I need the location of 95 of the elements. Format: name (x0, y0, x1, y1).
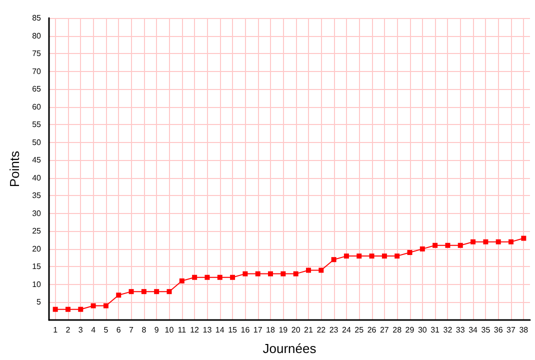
point (407, 250, 412, 255)
x-tick-label: 5 (104, 326, 109, 334)
y-tick-label: 40 (32, 173, 42, 182)
x-tick-label: 24 (342, 326, 352, 334)
point (331, 257, 336, 262)
x-tick-label: 38 (519, 326, 529, 334)
point (255, 271, 260, 276)
x-tick-label: 2 (66, 326, 71, 334)
y-tick-label: 60 (32, 102, 42, 112)
x-tick-label: 21 (304, 326, 314, 334)
x-tick-label: 12 (190, 326, 200, 334)
y-tick-label: 80 (32, 31, 42, 40)
point (179, 278, 184, 284)
point (344, 254, 349, 259)
x-tick-label: 20 (291, 326, 301, 334)
x-tick-label: 19 (278, 326, 288, 334)
point (90, 303, 96, 308)
point (432, 242, 438, 248)
point (458, 242, 463, 248)
point (268, 271, 274, 276)
x-tick-label: 31 (430, 326, 440, 334)
x-axis-title: Journées (262, 341, 317, 356)
x-tick-label: 36 (494, 326, 504, 334)
x-tick-label: 14 (215, 326, 225, 334)
x-tick-label: 10 (164, 326, 174, 334)
y-tick-label: 85 (32, 14, 42, 22)
x-tick-label: 7 (129, 326, 134, 334)
x-tick-label: 11 (178, 326, 187, 334)
point (280, 271, 286, 276)
x-tick-label: 35 (481, 326, 491, 334)
point (128, 289, 134, 294)
x-tick-label: 25 (354, 326, 364, 334)
x-tick-label: 6 (116, 326, 122, 334)
y-tick-label: 70 (32, 66, 42, 76)
x-tick-label: 28 (392, 326, 402, 334)
y-tick-label: 35 (32, 191, 42, 200)
point (483, 239, 488, 244)
point (394, 254, 400, 259)
point (242, 271, 248, 276)
y-tick-label: 10 (32, 280, 42, 289)
point (154, 289, 160, 294)
point (141, 289, 146, 294)
point (78, 306, 84, 312)
y-tick-label: 25 (32, 226, 42, 236)
point (217, 274, 222, 280)
point (369, 254, 374, 259)
x-tick-label: 3 (78, 326, 84, 334)
x-tick-label: 4 (91, 326, 96, 334)
y-tick-label: 55 (32, 120, 42, 130)
point (65, 306, 70, 312)
point (166, 289, 172, 294)
point (420, 246, 425, 252)
y-tick-label: 50 (32, 138, 42, 147)
x-tick-label: 1 (53, 326, 58, 334)
point (318, 268, 324, 273)
point (496, 239, 501, 244)
x-tick-label: 22 (316, 326, 326, 334)
y-tick-label: 15 (32, 262, 42, 272)
x-tick-label: 8 (142, 326, 147, 334)
point (192, 274, 198, 280)
x-tick-label: 26 (367, 326, 377, 334)
point (204, 274, 210, 280)
point (52, 306, 58, 312)
x-tick-label: 33 (456, 326, 466, 334)
point (521, 236, 526, 241)
x-tick-label: 18 (266, 326, 276, 334)
point (445, 242, 450, 248)
point (382, 254, 387, 259)
y-tick-label: 20 (32, 244, 42, 254)
x-tick-label: 34 (468, 326, 478, 334)
x-tick-label: 29 (405, 326, 415, 334)
point (103, 303, 108, 308)
y-tick-label: 65 (32, 84, 42, 94)
y-tick-label: 5 (36, 298, 42, 307)
point (356, 254, 362, 259)
point (116, 292, 122, 298)
x-tick-label: 27 (380, 326, 390, 334)
x-tick-label: 23 (329, 326, 339, 334)
x-tick-label: 30 (418, 326, 428, 334)
x-tick-label: 32 (443, 326, 453, 334)
y-tick-label: 45 (32, 156, 42, 165)
x-tick-label: 16 (240, 326, 250, 334)
y-tick-label: 75 (32, 49, 42, 58)
y-tick-label: 30 (32, 208, 42, 218)
x-tick-label: 9 (154, 326, 160, 334)
point (508, 239, 514, 244)
x-tick-label: 15 (228, 326, 238, 334)
point (470, 239, 476, 244)
x-tick-label: 13 (202, 326, 212, 334)
point (306, 268, 311, 273)
x-tick-label: 17 (253, 326, 263, 334)
x-tick-label: 37 (506, 326, 516, 334)
y-axis-title: Points (7, 150, 22, 188)
point (230, 274, 236, 280)
point (293, 271, 298, 276)
